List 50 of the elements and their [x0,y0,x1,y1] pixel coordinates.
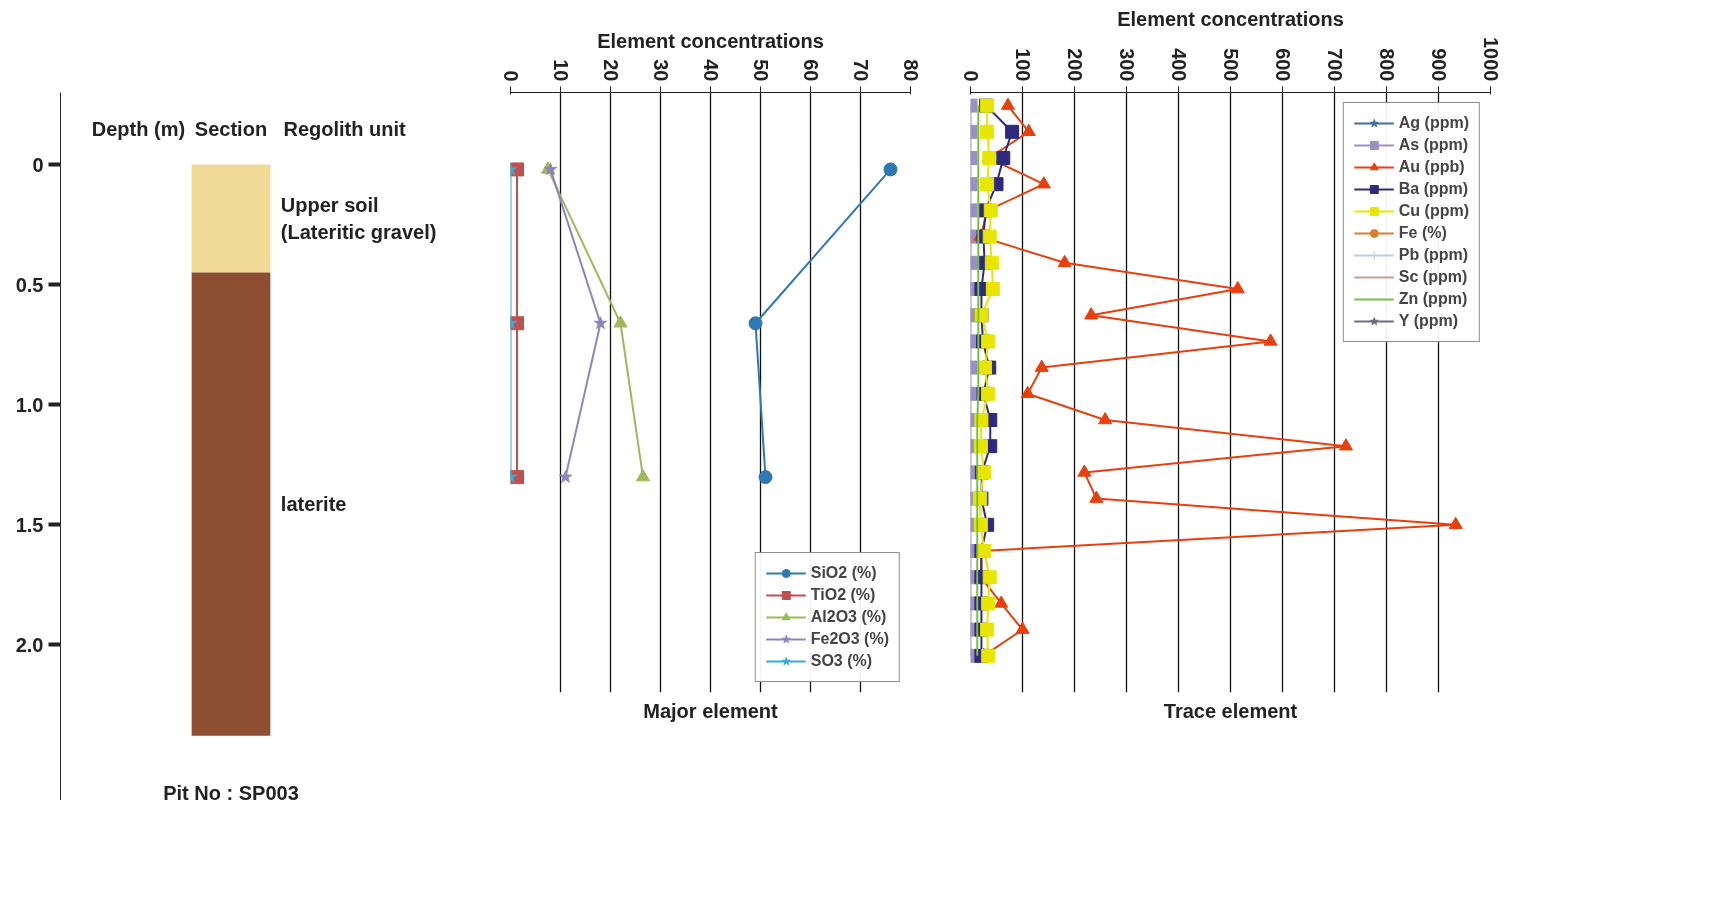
legend-label: SO3 (%) [810,652,873,670]
x-tick-label: 80 [899,59,922,82]
y-axis-title: Depth (m) [91,117,186,140]
x-tick-label: 70 [849,59,872,82]
x-tick-label: 100 [1011,48,1034,82]
series-label: laterite [280,493,347,516]
y-tick-label: 0 [32,153,44,176]
x-tick-label: 800 [1375,48,1398,82]
x-axis-title: Trace element [1163,699,1298,722]
legend-label: As (ppm) [1398,136,1469,154]
chart-title: Element concentrations [597,29,824,52]
y-tick-label: 1.0 [15,393,44,416]
x-tick-label: 0 [959,70,982,82]
x-tick-label: 10 [549,59,572,82]
legend-label: Cu (ppm) [1398,202,1469,220]
x-tick-label: 200 [1063,48,1086,82]
x-tick-label: 40 [699,59,722,82]
y-tick-label: 2.0 [15,633,44,656]
legend-label: Sc (ppm) [1398,268,1468,286]
x-tick-label: 30 [649,59,672,82]
legend-label: SiO2 (%) [810,564,877,582]
chart-title: Element concentrations [1117,7,1344,30]
y-tick-label: 1.5 [15,513,44,536]
legend-label: Y (ppm) [1398,312,1459,330]
x-tick-label: 1000 [1479,37,1502,82]
x-tick-label: 400 [1167,48,1190,82]
legend-label: TiO2 (%) [810,586,876,604]
series-label: Upper soil (Lateritic gravel) [280,194,437,243]
x-axis-title: Pit No : SP003 [163,782,299,805]
legend-label: Zn (ppm) [1398,290,1468,308]
x-tick-label: 600 [1271,48,1294,82]
legend-label: Ag (ppm) [1398,114,1469,132]
x-axis-title: Major element [643,699,779,722]
legend-label: Ba (ppm) [1398,180,1469,198]
text: Regolith unit [283,117,406,140]
x-tick-label: 900 [1427,48,1450,82]
legend-label: Fe2O3 (%) [810,630,889,648]
legend-label: Pb (ppm) [1398,246,1469,264]
x-tick-label: 60 [799,59,822,82]
y-tick-label: 0.5 [15,273,44,296]
x-tick-label: 50 [749,59,772,82]
x-tick-label: 700 [1323,48,1346,82]
x-tick-label: 300 [1115,48,1138,82]
legend-label: Fe (%) [1398,224,1447,242]
x-tick-label: 500 [1219,48,1242,82]
x-tick-label: 0 [499,70,522,82]
legend-label: Au (ppb) [1398,158,1465,176]
x-tick-label: 20 [599,59,622,82]
text: Section [194,117,268,140]
legend-label: Al2O3 (%) [810,608,887,626]
